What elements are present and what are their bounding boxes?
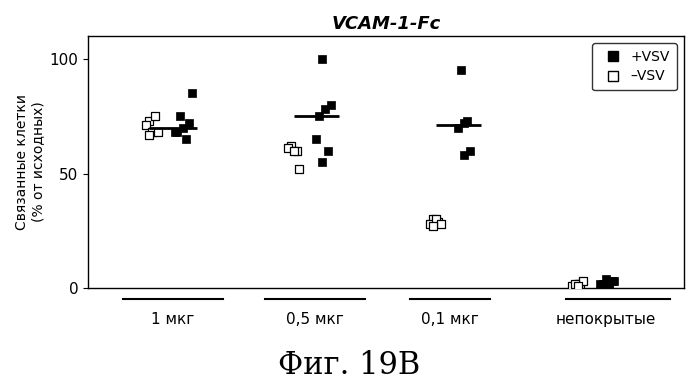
Point bbox=[569, 281, 580, 287]
Point bbox=[600, 276, 612, 282]
Point bbox=[186, 90, 197, 96]
Point bbox=[294, 166, 305, 172]
Point bbox=[598, 281, 609, 287]
Point bbox=[577, 278, 589, 285]
Point bbox=[464, 147, 475, 154]
Point bbox=[461, 118, 473, 124]
Text: Фиг. 19В: Фиг. 19В bbox=[278, 350, 421, 381]
Y-axis label: Связанные клетки
(% от исходных): Связанные клетки (% от исходных) bbox=[15, 94, 45, 230]
Point bbox=[566, 283, 577, 289]
Point bbox=[175, 113, 186, 119]
Point bbox=[291, 147, 302, 154]
Text: непокрытые: непокрытые bbox=[556, 312, 656, 327]
Point bbox=[180, 136, 192, 142]
Point bbox=[433, 219, 444, 225]
Point bbox=[149, 113, 160, 119]
Point bbox=[146, 129, 157, 136]
Point bbox=[285, 143, 296, 149]
Point bbox=[456, 67, 467, 74]
Point bbox=[317, 56, 328, 62]
Point bbox=[600, 281, 612, 287]
Point bbox=[595, 281, 606, 287]
Point bbox=[169, 129, 180, 136]
Point bbox=[152, 129, 163, 136]
Text: 0,1 мкг: 0,1 мкг bbox=[421, 312, 479, 327]
Point bbox=[322, 147, 333, 154]
Point bbox=[572, 281, 583, 287]
Point bbox=[575, 281, 586, 287]
Point bbox=[424, 221, 435, 227]
Point bbox=[430, 216, 441, 223]
Legend: +VSV, –VSV: +VSV, –VSV bbox=[592, 43, 677, 90]
Point bbox=[609, 278, 620, 285]
Point bbox=[325, 102, 336, 108]
Point bbox=[569, 283, 580, 289]
Point bbox=[183, 120, 194, 126]
Point bbox=[143, 131, 154, 137]
Point bbox=[427, 216, 438, 223]
Point bbox=[319, 106, 331, 112]
Point bbox=[143, 118, 154, 124]
Point bbox=[459, 120, 470, 126]
Point bbox=[178, 125, 189, 131]
Point bbox=[606, 278, 617, 285]
Point bbox=[311, 136, 322, 142]
Point bbox=[172, 129, 183, 136]
Point bbox=[317, 159, 328, 165]
Text: 1 мкг: 1 мкг bbox=[152, 312, 195, 327]
Point bbox=[572, 283, 583, 289]
Point bbox=[459, 152, 470, 158]
Text: 0,5 мкг: 0,5 мкг bbox=[286, 312, 344, 327]
Point bbox=[314, 113, 325, 119]
Point bbox=[140, 122, 152, 129]
Point bbox=[453, 125, 464, 131]
Point bbox=[603, 283, 614, 289]
Title: VCAM-1-Fc: VCAM-1-Fc bbox=[331, 15, 440, 33]
Point bbox=[435, 221, 447, 227]
Point bbox=[282, 145, 294, 151]
Point bbox=[288, 147, 299, 154]
Point bbox=[427, 223, 438, 229]
Point bbox=[603, 281, 614, 287]
